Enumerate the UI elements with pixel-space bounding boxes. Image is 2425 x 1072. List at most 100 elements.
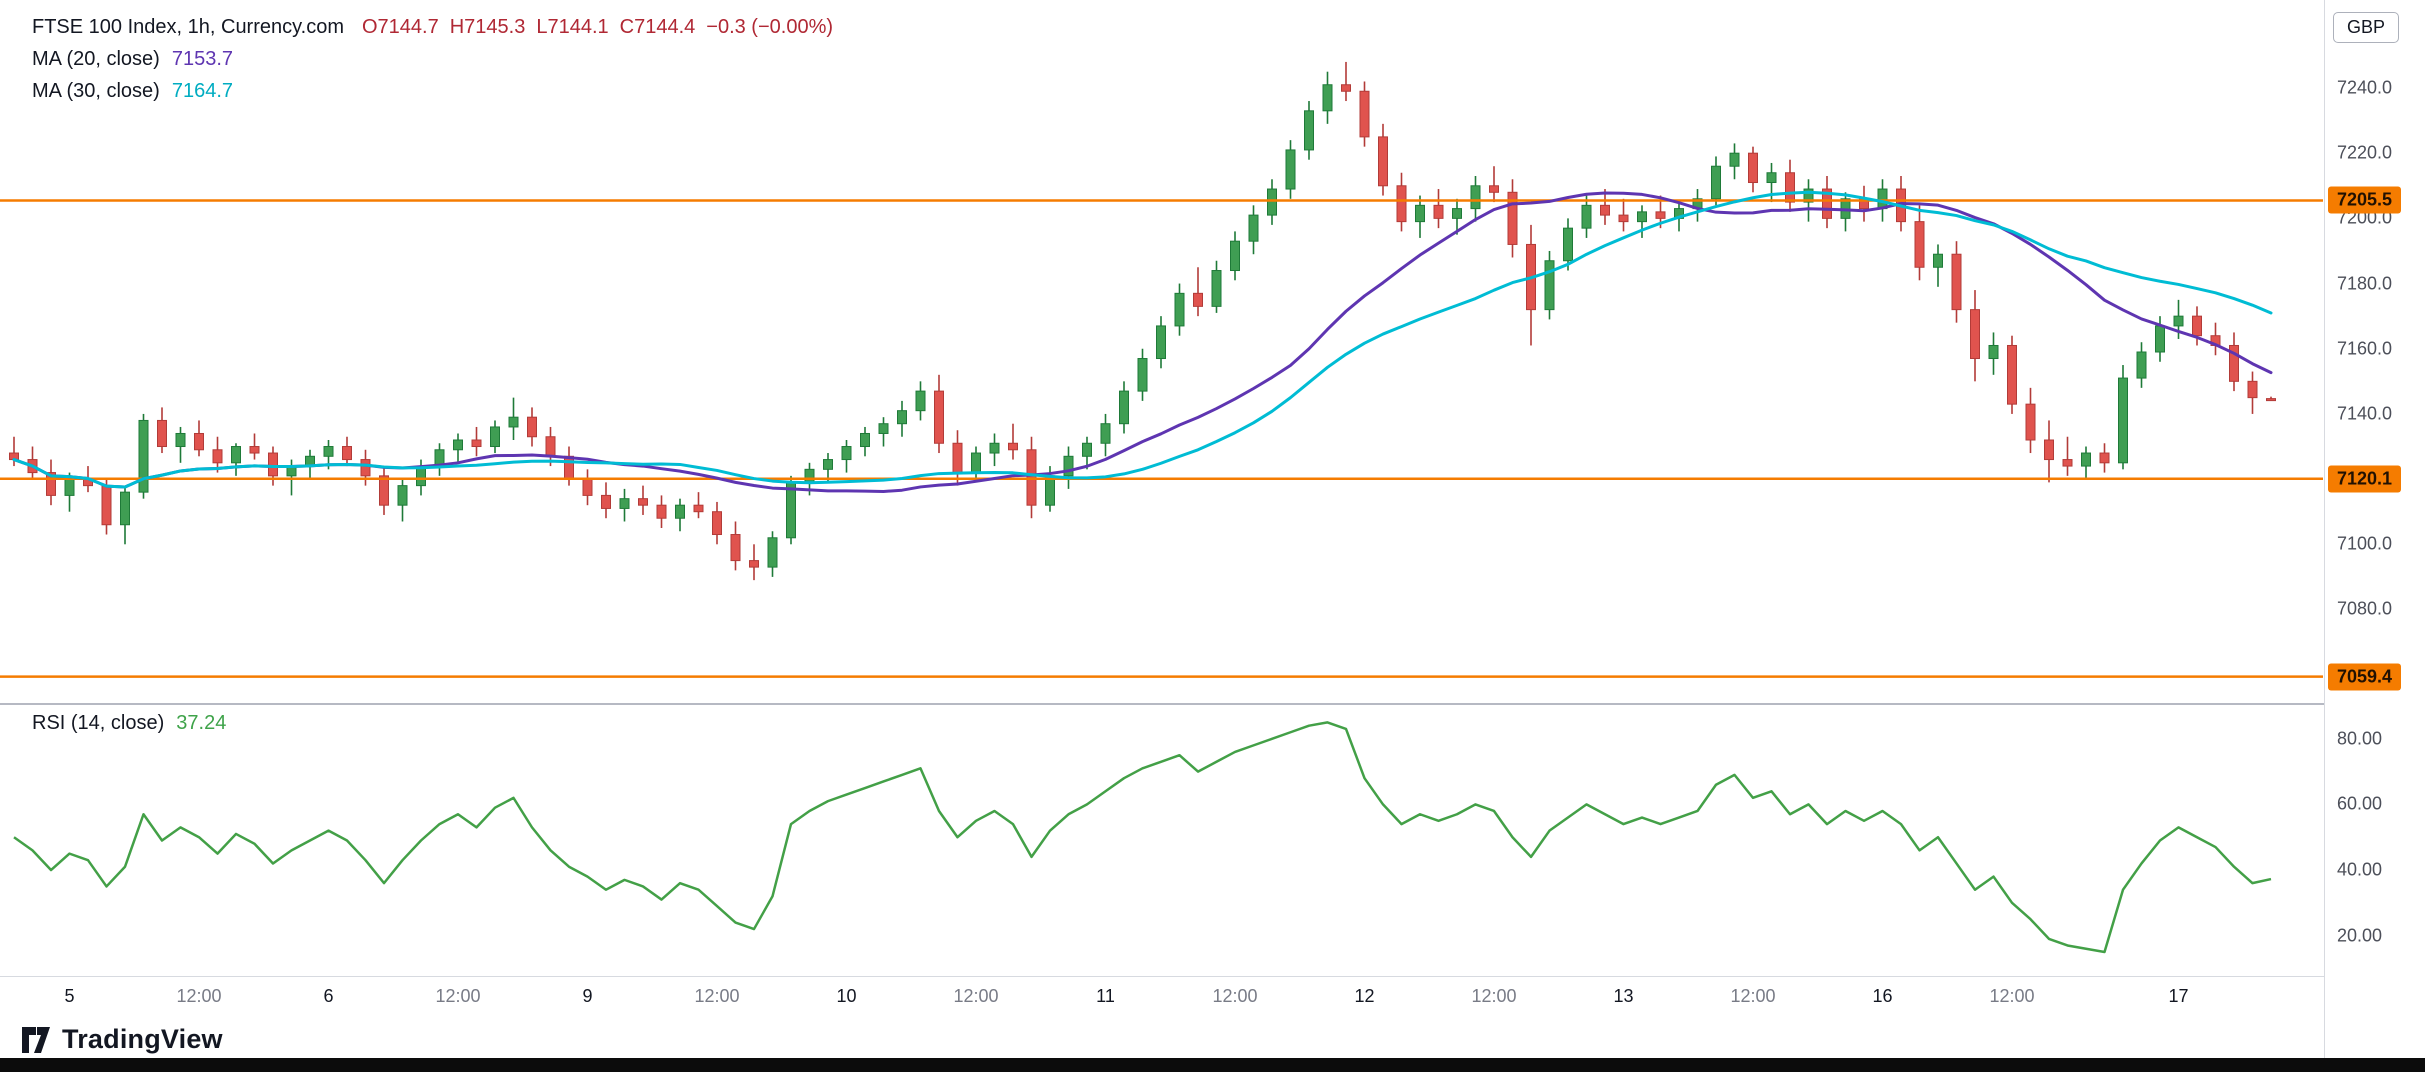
candle-body xyxy=(1544,260,1555,311)
low-value: L7144.1 xyxy=(536,16,609,38)
candle-body xyxy=(64,478,75,496)
candle-body xyxy=(545,436,556,457)
candle-body xyxy=(342,446,352,461)
ma20-label: MA (20, close) xyxy=(32,48,160,70)
candle-body xyxy=(693,504,704,513)
symbol-legend-row[interactable]: FTSE 100 Index, 1h, Currency.com O7144.7… xyxy=(32,16,844,39)
open-value: O7144.7 xyxy=(361,16,439,38)
candle-body xyxy=(1230,240,1240,272)
candle-body xyxy=(1137,358,1148,392)
tradingview-logo-icon xyxy=(22,1026,50,1053)
candle-body xyxy=(2192,315,2202,337)
time-axis[interactable]: 5 12:00 6 12:00 9 12:00 10 12:00 11 12:00 12 12:00 1… xyxy=(0,978,2323,1016)
candle-body xyxy=(527,416,537,438)
level-price-badge: 7059.4 xyxy=(2328,663,2402,691)
candle-body xyxy=(2099,452,2110,464)
candle-body xyxy=(767,537,778,568)
ma-20-close-line xyxy=(12,191,2273,493)
candle-body xyxy=(1396,185,1407,223)
candle-body xyxy=(804,468,815,483)
candle-body xyxy=(453,439,463,451)
close-value: C7144.4 xyxy=(619,16,696,38)
rsi-tick-label: 60.00 xyxy=(2337,793,2383,814)
candle-body xyxy=(582,478,593,496)
ma20-legend-row[interactable]: MA (20, close) 7153.7 xyxy=(32,48,844,71)
symbol-title: FTSE 100 Index, 1h, Currency.com xyxy=(32,16,344,38)
candle-body xyxy=(1359,90,1370,138)
candle-body xyxy=(989,442,1000,454)
candle-body xyxy=(1988,344,1999,360)
candle-body xyxy=(2136,351,2147,379)
candle-body xyxy=(1211,270,1222,307)
candle-body xyxy=(1711,165,1721,200)
rsi-legend-row[interactable]: RSI (14, close) 37.24 xyxy=(32,712,226,735)
candle-body xyxy=(1193,292,1203,307)
candle-body xyxy=(1285,149,1296,190)
chart-plot-area[interactable] xyxy=(0,0,2323,1058)
candle-body xyxy=(749,560,759,568)
change-value: −0.3 (−0.00%) xyxy=(706,16,834,38)
candle-body xyxy=(1174,292,1185,327)
time-tick-label: 13 xyxy=(1613,986,1634,1006)
candle-body xyxy=(564,455,574,480)
candle-body xyxy=(1655,211,1666,219)
level-price-badge: 7120.1 xyxy=(2328,465,2402,493)
candle-body xyxy=(1119,390,1129,425)
candle-body xyxy=(194,432,204,451)
candle-body xyxy=(1470,185,1481,210)
candle-body xyxy=(1322,84,1333,112)
price-tick-label: 7180.0 xyxy=(2337,273,2393,294)
high-value: H7145.3 xyxy=(449,16,526,38)
candle-body xyxy=(1378,136,1388,187)
time-tick-label: 12:00 xyxy=(1471,986,1517,1006)
candle-body xyxy=(1045,475,1055,506)
candle-body xyxy=(1100,423,1111,444)
candle-body xyxy=(212,449,223,464)
currency-button[interactable]: GBP xyxy=(2333,12,2400,43)
candle-body xyxy=(730,534,741,562)
time-tick-label: 12:00 xyxy=(176,986,222,1006)
time-tick-label: 16 xyxy=(1872,986,1893,1006)
candle-body xyxy=(712,511,722,536)
time-tick-label: 12 xyxy=(1354,986,1375,1006)
price-axis[interactable]: GBP 7240.0 7220.0 7200.0 7180.0 7160.0 7140.0… xyxy=(2324,0,2425,1058)
candle-body xyxy=(1341,84,1351,92)
time-tick-label: 12:00 xyxy=(1730,986,1776,1006)
rsi-tick-label: 20.00 xyxy=(2337,925,2383,946)
bottom-strip xyxy=(0,1058,2425,1072)
candle-body xyxy=(915,390,926,412)
candle-body xyxy=(897,410,907,425)
candle-body xyxy=(1748,152,1758,184)
candle-body xyxy=(1581,204,1592,229)
candle-body xyxy=(1822,188,1832,219)
candle-body xyxy=(675,504,685,519)
tradingview-logo[interactable]: TradingView xyxy=(22,1024,223,1055)
time-tick-label: 12:00 xyxy=(435,986,481,1006)
candle-body xyxy=(1600,204,1610,216)
time-tick-label: 12:00 xyxy=(953,986,999,1006)
candle-body xyxy=(1248,214,1259,242)
rsi-value: 37.24 xyxy=(176,712,227,734)
price-tick-label: 7080.0 xyxy=(2337,598,2393,619)
time-tick-label: 12:00 xyxy=(1212,986,1258,1006)
candle-body xyxy=(2118,377,2128,464)
candle-body xyxy=(1008,442,1018,451)
candle-body xyxy=(1951,253,1962,311)
candle-body xyxy=(1433,204,1444,219)
candle-body xyxy=(2229,344,2239,382)
candle-body xyxy=(249,446,260,454)
candle-body xyxy=(934,390,944,444)
candle-body xyxy=(2081,452,2091,467)
candle-body xyxy=(490,426,500,448)
candle-body xyxy=(360,459,371,477)
price-tick-label: 7140.0 xyxy=(2337,403,2393,424)
time-tick-label: 17 xyxy=(2168,986,2189,1006)
candle-body xyxy=(952,442,963,474)
ma30-value: 7164.7 xyxy=(171,80,233,102)
ma30-legend-row[interactable]: MA (30, close) 7164.7 xyxy=(32,80,844,103)
pane-resize-divider[interactable] xyxy=(0,703,2425,705)
candle-body xyxy=(601,494,611,509)
candle-body xyxy=(1415,204,1425,223)
candle-body xyxy=(1637,211,1647,223)
candle-body xyxy=(323,446,334,457)
